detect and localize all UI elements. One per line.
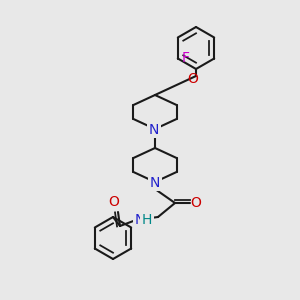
Text: O: O (188, 72, 198, 86)
Text: N: N (150, 176, 160, 190)
Text: O: O (190, 196, 201, 210)
Text: N: N (149, 123, 159, 137)
Text: O: O (109, 195, 119, 209)
Text: F: F (182, 52, 190, 65)
Text: H: H (142, 213, 152, 227)
Text: N: N (135, 213, 145, 227)
